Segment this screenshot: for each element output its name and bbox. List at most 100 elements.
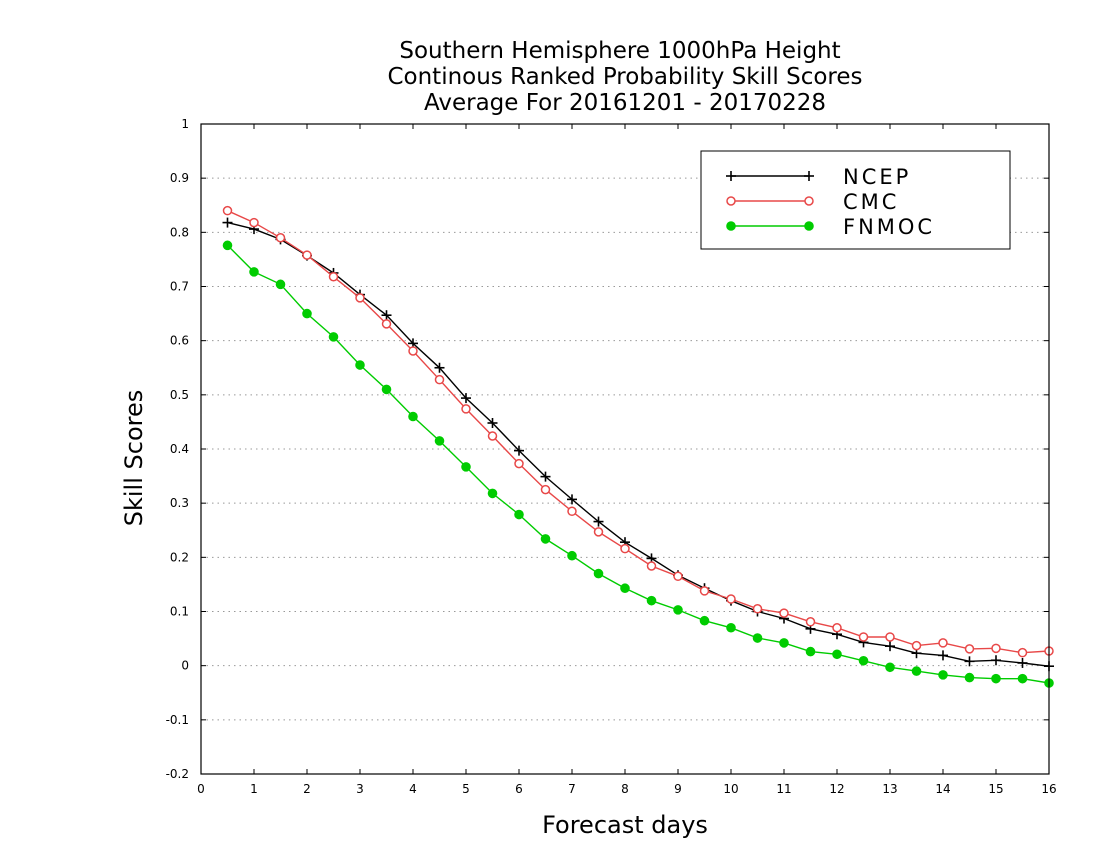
cmc-point (699, 586, 710, 596)
legend-marker (726, 221, 736, 231)
fnmoc-point (964, 672, 975, 683)
y-tick-label: -0.2 (166, 767, 189, 781)
y-tick-label: -0.1 (166, 713, 189, 727)
ncep-point (567, 494, 577, 505)
cmc-point (1017, 647, 1028, 658)
cmc-point (646, 561, 657, 571)
x-tick-label: 2 (303, 782, 311, 796)
fnmoc-point (302, 308, 312, 319)
y-axis-title: Skill Scores (120, 390, 148, 527)
x-tick-label: 14 (935, 782, 950, 796)
cmc-point (752, 604, 763, 614)
fnmoc-point (1017, 673, 1028, 684)
legend-box (700, 150, 1011, 250)
x-tick-label: 16 (1041, 782, 1056, 796)
fnmoc-point (381, 384, 392, 395)
fnmoc-point (911, 666, 922, 676)
fnmoc-point (832, 649, 842, 660)
cmc-point (249, 217, 259, 228)
x-tick-label: 3 (356, 782, 364, 796)
fnmoc-point (355, 360, 365, 370)
cmc-point (328, 272, 339, 282)
cmc-point (938, 638, 948, 648)
fnmoc-point (991, 673, 1001, 684)
fnmoc-point (779, 638, 789, 648)
ncep-point (991, 655, 1001, 666)
cmc-point (620, 543, 630, 554)
chart-title-line-2: Continous Ranked Probability Skill Score… (387, 64, 862, 90)
fnmoc-point (540, 534, 551, 544)
x-tick-label: 10 (723, 782, 738, 796)
fnmoc-point (726, 622, 736, 633)
cmc-point (885, 632, 895, 642)
y-tick-label: 0.9 (170, 171, 189, 185)
y-tick-label: 0.8 (170, 225, 189, 239)
fnmoc-point (938, 670, 948, 680)
cmc-point (355, 293, 365, 303)
fnmoc-point (487, 488, 498, 499)
ncep-point (514, 445, 524, 456)
data-series (222, 205, 1054, 688)
ncep-point (487, 418, 498, 428)
cmc-point (779, 608, 789, 618)
x-tick-label: 4 (409, 782, 417, 796)
gridlines (201, 177, 1049, 721)
cmc-point (858, 632, 869, 642)
legend-item-cmc: CMC (726, 190, 899, 214)
fnmoc-point (461, 462, 471, 472)
ncep-point (885, 641, 895, 652)
fnmoc-point (699, 615, 710, 626)
ncep-point (593, 516, 604, 527)
fnmoc-point (567, 550, 577, 561)
x-tick-label: 6 (515, 782, 523, 796)
y-tick-label: 0.5 (170, 388, 189, 402)
y-tick-label: 0 (181, 659, 189, 673)
cmc-point (673, 571, 683, 582)
series-fnmoc (222, 240, 1054, 688)
cmc-point (487, 431, 498, 441)
fnmoc-point (434, 436, 445, 446)
cmc-point (540, 484, 551, 495)
cmc-point (514, 458, 524, 469)
cmc-point (726, 594, 736, 604)
cmc-point (434, 374, 445, 385)
chart-title-line-3: Average For 20161201 - 20170228 (424, 90, 826, 116)
fnmoc-point (858, 655, 869, 666)
ncep-point (222, 217, 233, 228)
y-tick-label: 1 (181, 117, 189, 131)
ncep-point (964, 656, 975, 667)
chart-title-line-1: Southern Hemisphere 1000hPa Height (399, 38, 840, 64)
cmc-point (567, 506, 577, 517)
cmc-point (461, 404, 471, 414)
fnmoc-point (408, 411, 418, 422)
legend-item-ncep: NCEP (726, 165, 908, 189)
fnmoc-point (673, 605, 683, 615)
cmc-point (408, 346, 418, 356)
ncep-point (1017, 657, 1028, 668)
x-axis-title: Forecast days (542, 811, 708, 839)
x-tick-label: 5 (462, 782, 470, 796)
legend-marker (804, 221, 814, 231)
cmc-point (991, 643, 1001, 654)
x-tick-label: 9 (674, 782, 682, 796)
legend-marker (726, 171, 736, 181)
fnmoc-point (249, 267, 259, 277)
cmc-point (302, 250, 312, 260)
fnmoc-point (222, 240, 233, 251)
series-cmc (222, 205, 1054, 658)
x-tick-label: 11 (776, 782, 791, 796)
fnmoc-point (752, 633, 763, 643)
ncep-point (540, 471, 551, 482)
y-tick-label: 0.3 (170, 496, 189, 510)
legend-marker (804, 196, 814, 206)
x-tick-label: 7 (568, 782, 576, 796)
y-tick-label: 0.4 (170, 442, 189, 456)
cmc-point (275, 233, 286, 243)
y-tick-label: 0.6 (170, 334, 189, 348)
cmc-point (911, 640, 922, 651)
fnmoc-point (646, 595, 657, 606)
legend-label-cmc: CMC (843, 190, 899, 214)
fnmoc-point (593, 568, 604, 579)
cmc-point (832, 623, 842, 633)
